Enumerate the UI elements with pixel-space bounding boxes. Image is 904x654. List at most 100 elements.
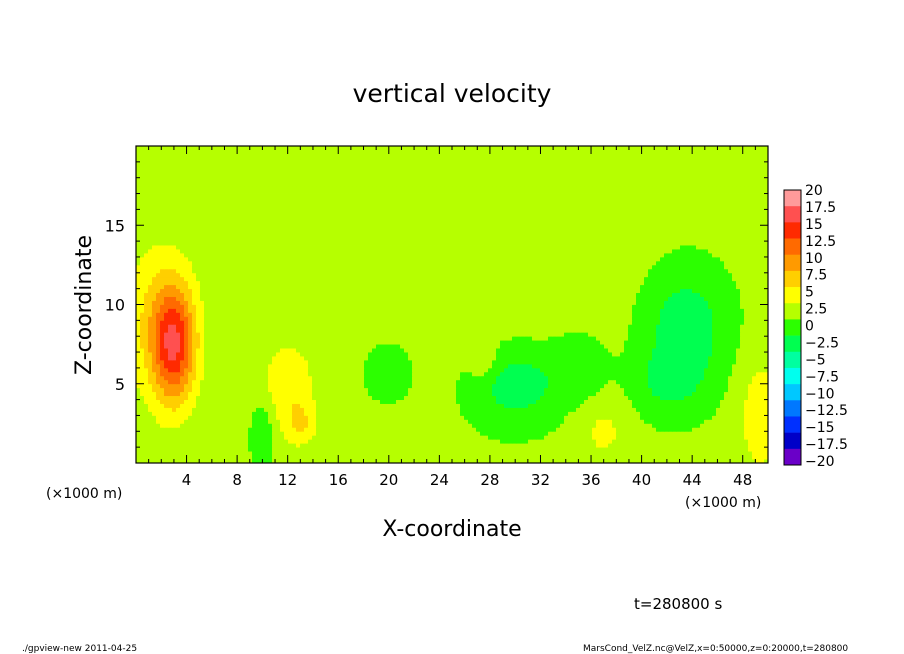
- heatmap-cell: [604, 367, 609, 373]
- heatmap-cell: [248, 447, 253, 452]
- heatmap-cell: [552, 356, 557, 361]
- heatmap-cell: [320, 439, 325, 444]
- heatmap-cell: [252, 407, 257, 412]
- heatmap-cell: [168, 455, 173, 460]
- heatmap-cell: [276, 371, 281, 377]
- heatmap-cell: [196, 455, 201, 460]
- heatmap-cell: [528, 363, 533, 369]
- heatmap-cell: [316, 427, 321, 432]
- heatmap-cell: [764, 344, 768, 349]
- heatmap-cell: [712, 455, 717, 460]
- heatmap-cell: [268, 427, 273, 432]
- heatmap-cell: [440, 427, 445, 432]
- heatmap-cell: [184, 451, 189, 456]
- heatmap-cell: [312, 395, 317, 400]
- heatmap-cell: [656, 419, 661, 424]
- heatmap-cell: [228, 363, 233, 369]
- heatmap-cell: [404, 336, 409, 341]
- heatmap-cell: [752, 439, 757, 444]
- heatmap-cell: [264, 395, 269, 400]
- heatmap-cell: [380, 443, 385, 448]
- heatmap-cell: [416, 379, 421, 385]
- heatmap-cell: [236, 419, 241, 424]
- heatmap-cell: [384, 395, 389, 400]
- heatmap-cell: [752, 427, 757, 432]
- heatmap-cell: [320, 395, 325, 400]
- heatmap-cell: [672, 443, 677, 448]
- heatmap-cell: [200, 395, 205, 400]
- heatmap-cell: [604, 435, 609, 440]
- heatmap-cell: [532, 399, 537, 404]
- heatmap-cell: [516, 455, 521, 460]
- heatmap-cell: [732, 363, 737, 369]
- heatmap-cell: [472, 352, 477, 357]
- heatmap-cell: [452, 367, 457, 373]
- heatmap-cell: [200, 371, 205, 377]
- heatmap-cell: [352, 399, 357, 404]
- heatmap-cell: [672, 371, 677, 377]
- heatmap-cell: [160, 367, 165, 373]
- heatmap-cell: [248, 407, 253, 412]
- heatmap-cell: [216, 348, 221, 353]
- heatmap-cell: [556, 451, 561, 456]
- heatmap-cell: [356, 356, 361, 361]
- heatmap-cell: [632, 415, 637, 420]
- heatmap-cell: [404, 340, 409, 345]
- heatmap-cell: [584, 395, 589, 400]
- heatmap-cell: [312, 379, 317, 385]
- heatmap-cell: [176, 348, 181, 353]
- heatmap-cell: [480, 419, 485, 424]
- heatmap-cell: [644, 359, 649, 365]
- heatmap-cell: [412, 379, 417, 385]
- heatmap-cell: [432, 391, 437, 397]
- heatmap-cell: [520, 371, 525, 377]
- heatmap-cell: [244, 367, 249, 373]
- heatmap-cell: [200, 411, 205, 416]
- heatmap-cell: [348, 391, 353, 397]
- heatmap-cell: [276, 447, 281, 452]
- heatmap-cell: [380, 348, 385, 353]
- heatmap-cell: [548, 399, 553, 404]
- heatmap-cell: [316, 443, 321, 448]
- heatmap-cell: [344, 459, 349, 463]
- heatmap-cell: [412, 352, 417, 357]
- heatmap-cell: [420, 435, 425, 440]
- heatmap-cell: [676, 399, 681, 404]
- heatmap-cell: [228, 439, 233, 444]
- heatmap-cell: [384, 379, 389, 385]
- heatmap-cell: [552, 455, 557, 460]
- heatmap-cell: [356, 419, 361, 424]
- heatmap-cell: [376, 395, 381, 400]
- heatmap-cell: [732, 340, 737, 345]
- heatmap-cell: [672, 359, 677, 365]
- heatmap-cell: [444, 387, 449, 393]
- heatmap-cell: [476, 352, 481, 357]
- heatmap-cell: [324, 344, 329, 349]
- heatmap-cell: [340, 447, 345, 452]
- heatmap-cell: [732, 403, 737, 408]
- heatmap-cell: [304, 455, 309, 460]
- heatmap-cell: [216, 387, 221, 393]
- heatmap-cell: [676, 340, 681, 345]
- heatmap-cell: [272, 371, 277, 377]
- heatmap-cell: [524, 359, 529, 365]
- heatmap-cell: [728, 447, 733, 452]
- heatmap-cell: [180, 399, 185, 404]
- heatmap-cell: [256, 447, 261, 452]
- heatmap-cell: [728, 443, 733, 448]
- heatmap-cell: [188, 383, 193, 389]
- heatmap-cell: [572, 367, 577, 373]
- heatmap-cell: [540, 443, 545, 448]
- heatmap-cell: [156, 427, 161, 432]
- heatmap-cell: [700, 415, 705, 420]
- heatmap-cell: [316, 459, 321, 463]
- heatmap-cell: [588, 427, 593, 432]
- heatmap-cell: [260, 455, 265, 460]
- heatmap-cell: [512, 395, 517, 400]
- heatmap-cell: [752, 395, 757, 400]
- heatmap-cell: [744, 363, 749, 369]
- heatmap-cell: [596, 423, 601, 428]
- heatmap-cell: [720, 363, 725, 369]
- heatmap-cell: [736, 423, 741, 428]
- heatmap-cell: [192, 459, 197, 463]
